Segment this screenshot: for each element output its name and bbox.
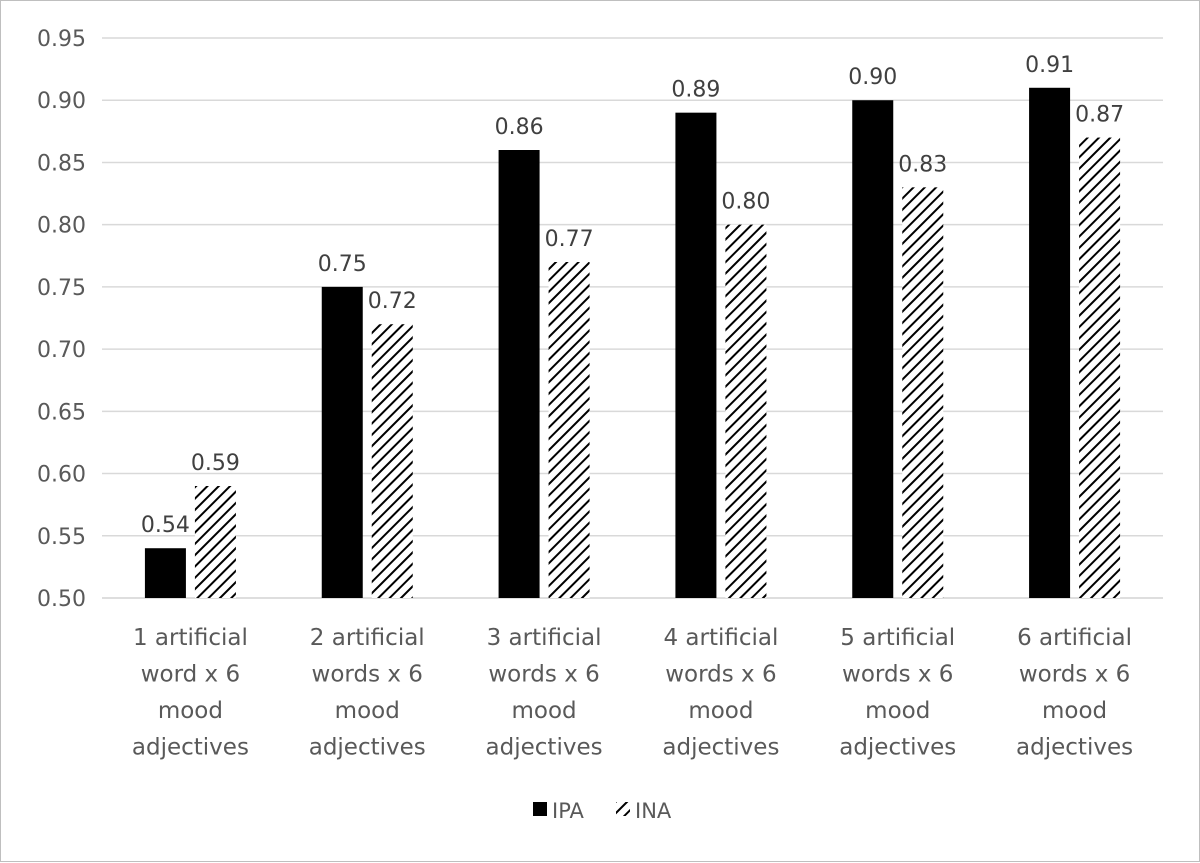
y-tick-label: 0.80 bbox=[37, 214, 86, 239]
bar-ina bbox=[548, 262, 590, 598]
y-tick-label: 0.50 bbox=[37, 587, 86, 612]
category-label-line: words x 6 bbox=[842, 662, 953, 688]
category-label-line: mood bbox=[335, 698, 400, 724]
category-label-line: mood bbox=[865, 698, 930, 724]
bar-ipa bbox=[144, 548, 186, 598]
category-label-line: mood bbox=[1042, 698, 1107, 724]
category-label-line: adjectives bbox=[839, 735, 956, 761]
y-tick-label: 0.70 bbox=[37, 338, 86, 363]
category-label-line: 2 artificial bbox=[310, 625, 425, 651]
legend-swatch-ipa bbox=[533, 802, 547, 816]
data-label-ipa: 0.91 bbox=[1025, 53, 1074, 78]
data-label-ina: 0.59 bbox=[191, 451, 240, 476]
data-label-ina: 0.83 bbox=[898, 152, 947, 177]
category-label-line: mood bbox=[688, 698, 753, 724]
category-label-line: adjectives bbox=[662, 735, 779, 761]
data-label-ipa: 0.75 bbox=[318, 252, 367, 277]
bar-ina bbox=[902, 187, 944, 599]
data-label-ina: 0.87 bbox=[1075, 103, 1124, 128]
y-axis-tick-labels: 0.50 0.55 0.60 0.65 0.70 0.75 0.80 0.85 0.90 0.95 bbox=[37, 27, 86, 612]
category-label-line: 3 artificial bbox=[487, 625, 602, 651]
bar-ina bbox=[371, 324, 413, 598]
category-label-line: 1 artificial bbox=[133, 625, 248, 651]
bar-ipa bbox=[675, 112, 717, 599]
bar-ina bbox=[194, 486, 236, 598]
y-tick-label: 0.90 bbox=[37, 89, 86, 114]
bars bbox=[144, 87, 1121, 599]
legend-label-ina: INA bbox=[635, 799, 672, 823]
y-tick-label: 0.65 bbox=[37, 400, 86, 425]
data-label-ipa: 0.89 bbox=[671, 78, 720, 103]
data-label-ina: 0.77 bbox=[545, 227, 594, 252]
data-labels: 0.54 0.59 0.750.72 0.86 0.77 0.89 0.80 0.90 0.83… bbox=[141, 53, 1124, 538]
category-label-line: words x 6 bbox=[488, 662, 599, 688]
data-label-ina: 0.72 bbox=[368, 289, 417, 314]
bar-ipa bbox=[321, 286, 363, 598]
category-label-line: 5 artificial bbox=[840, 625, 955, 651]
category-label-line: 4 artificial bbox=[663, 625, 778, 651]
bar-ipa bbox=[1029, 87, 1071, 599]
bar-ipa bbox=[852, 100, 894, 598]
legend: IPA INA bbox=[533, 799, 672, 823]
category-label-line: word x 6 bbox=[141, 662, 240, 688]
category-label-line: words x 6 bbox=[665, 662, 776, 688]
y-tick-label: 0.55 bbox=[37, 525, 86, 550]
category-label-line: adjectives bbox=[309, 735, 426, 761]
y-tick-label: 0.60 bbox=[37, 463, 86, 488]
y-tick-label: 0.75 bbox=[37, 276, 86, 301]
legend-swatch-ina bbox=[616, 802, 630, 816]
bar-ipa bbox=[498, 150, 540, 598]
category-label: 4 artificial words x 6 mood adjectives bbox=[662, 625, 779, 761]
category-label: 5 artificial words x 6 mood adjectives bbox=[839, 625, 956, 761]
category-label: 6 artificial words x 6 mood adjectives bbox=[1016, 625, 1133, 761]
bar-ina bbox=[1079, 137, 1121, 599]
y-tick-label: 0.85 bbox=[37, 151, 86, 176]
category-label: 2 artificial words x 6 mood adjectives bbox=[309, 625, 426, 761]
category-label: 3 artificial words x 6 mood adjectives bbox=[486, 625, 603, 761]
category-label-line: adjectives bbox=[486, 735, 603, 761]
category-label-line: 6 artificial bbox=[1017, 625, 1132, 651]
data-label-ina: 0.80 bbox=[721, 190, 770, 215]
bar-ina bbox=[725, 224, 767, 598]
data-label-ipa: 0.90 bbox=[848, 65, 897, 90]
category-label-line: adjectives bbox=[132, 735, 249, 761]
category-label-line: adjectives bbox=[1016, 735, 1133, 761]
category-label-line: words x 6 bbox=[1019, 662, 1130, 688]
category-label-line: words x 6 bbox=[312, 662, 423, 688]
legend-label-ipa: IPA bbox=[552, 799, 585, 823]
data-label-ipa: 0.86 bbox=[495, 115, 544, 140]
category-label: 1 artificial word x 6 mood adjectives bbox=[132, 625, 249, 761]
category-label-line: mood bbox=[512, 698, 577, 724]
category-label-line: mood bbox=[158, 698, 223, 724]
y-tick-label: 0.95 bbox=[37, 27, 86, 52]
data-label-ipa: 0.54 bbox=[141, 513, 190, 538]
gridlines bbox=[102, 37, 1163, 599]
